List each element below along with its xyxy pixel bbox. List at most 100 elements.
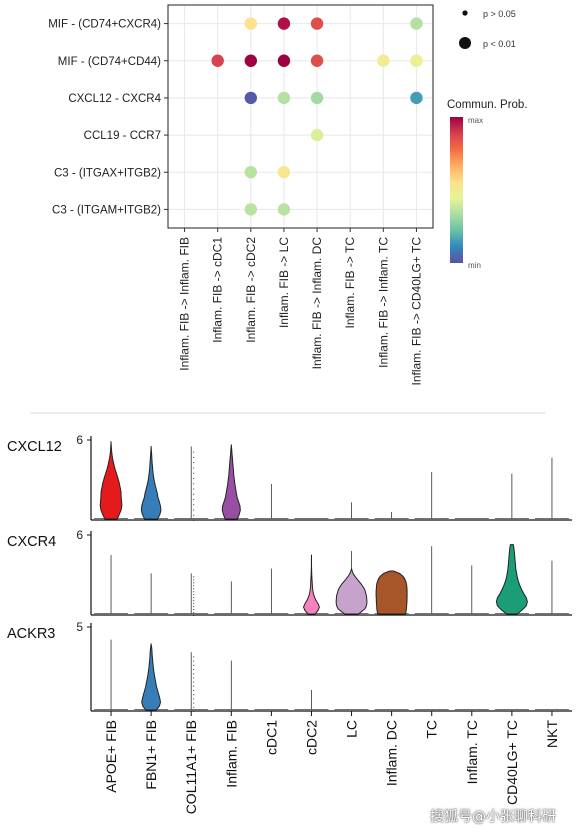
jitter-point [193, 690, 195, 691]
category-label: Inflam. TC [464, 720, 480, 784]
dot-plot-legend: p > 0.05 p < 0.01 Commun. Prob. max min [447, 9, 528, 270]
jitter-point [193, 467, 195, 469]
jitter-point [193, 669, 195, 670]
category-label: cDC2 [303, 720, 319, 755]
x-tick-label: Inflam. FIB -> Inflam. DC [310, 237, 324, 370]
violin-shape [303, 554, 320, 615]
jitter-point [193, 711, 195, 712]
y-tick-label: C3 - (ITGAM+ITGB2) [52, 204, 161, 216]
dot-plot-panel [168, 5, 433, 228]
violin-plot: 6 CXCL12 6 CXCR4 5 ACKR3 APOE+ FIB FBN1+ FIB COL… [7, 433, 572, 814]
y-tick-label: 6 [76, 528, 83, 542]
color-legend-title: Commun. Prob. [447, 99, 528, 111]
x-tick-label: Inflam. FIB -> cDC2 [244, 237, 258, 343]
dot-point [377, 54, 390, 67]
jitter-point [193, 685, 195, 687]
jitter-point [193, 514, 195, 516]
jitter-point [193, 698, 195, 700]
dot-point [310, 17, 324, 30]
y-tick-label: 5 [76, 620, 83, 634]
category-label: TC [424, 720, 440, 739]
category-label: cDC1 [263, 720, 279, 755]
x-tick-label: Inflam. FIB -> TC [343, 237, 357, 329]
gene-label: ACKR3 [7, 626, 55, 642]
jitter-point [193, 504, 195, 506]
jitter-point [193, 472, 195, 474]
category-label: FBN1+ FIB [143, 720, 159, 790]
jitter-point [193, 579, 195, 581]
violin-panel-cxcl12: 6 CXCL12 [7, 433, 572, 521]
violin-panel-cxcr4: 6 CXCR4 [7, 528, 572, 616]
jitter-point [193, 588, 195, 590]
size-legend-dot-large [459, 37, 471, 49]
category-label: NKT [544, 720, 560, 748]
y-tick-label: MIF - (CD74+CD44) [58, 56, 161, 68]
dot-point [244, 17, 258, 30]
jitter-point [193, 706, 195, 708]
x-tick-label: Inflam. FIB -> Inflam. TC [376, 237, 390, 368]
jitter-point [193, 702, 195, 704]
jitter-point [193, 673, 195, 675]
violin-panel-ackr3: 5 ACKR3 [7, 620, 572, 712]
dot-point [410, 54, 423, 67]
jitter-point [193, 483, 195, 485]
color-bar-min-label: min [468, 261, 481, 270]
jitter-point [193, 597, 195, 599]
jitter-point [193, 585, 195, 587]
y-tick-label: CCL19 - CCR7 [84, 130, 161, 142]
jitter-point [193, 582, 195, 584]
jitter-point [193, 609, 195, 611]
category-label: Inflam. DC [384, 720, 400, 786]
x-tick-label: Inflam. FIB -> cDC1 [211, 237, 225, 343]
dot-point [244, 203, 258, 216]
jitter-point [193, 456, 195, 458]
violin-shape [221, 444, 241, 520]
dot-point [277, 203, 291, 216]
category-label: COL11A1+ FIB [183, 720, 199, 814]
dot-point [310, 54, 324, 67]
y-tick-label: C3 - (ITGAX+ITGB2) [54, 167, 161, 179]
dot-point [310, 128, 324, 142]
jitter-point [193, 477, 195, 479]
category-label: LC [344, 720, 360, 738]
y-tick-label: CXCL12 - CXCR4 [68, 93, 161, 105]
jitter-point [193, 603, 195, 605]
jitter-point [193, 462, 195, 464]
category-label: CD40LG+ TC [504, 720, 520, 805]
dot-point [277, 17, 291, 30]
x-tick-label: Inflam. FIB -> Inflam. FIB [178, 237, 192, 371]
dot-point [211, 54, 224, 67]
violin-shape [495, 544, 528, 615]
violin-shape [375, 570, 408, 615]
jitter-point [193, 488, 195, 490]
color-bar-max-label: max [468, 116, 483, 125]
y-tick-label: 6 [76, 433, 83, 447]
violin-shape [141, 643, 161, 711]
y-tick-label: MIF - (CD74+CXCR4) [48, 19, 161, 31]
violin-shape [99, 441, 123, 520]
jitter-point [193, 660, 195, 662]
dot-point [244, 166, 258, 179]
jitter-point [193, 656, 195, 658]
dot-point [277, 91, 291, 105]
jitter-point [193, 681, 195, 683]
jitter-point [193, 576, 195, 578]
jitter-point [193, 594, 195, 596]
size-legend-label: p < 0.01 [483, 39, 516, 49]
category-label: APOE+ FIB [103, 720, 119, 793]
jitter-point [193, 606, 195, 608]
dot-point [277, 54, 291, 67]
jitter-point [193, 520, 195, 521]
gene-label: CXCR4 [7, 534, 56, 550]
dot-point [410, 91, 423, 105]
x-tick-label: Inflam. FIB -> LC [277, 237, 291, 328]
dot-plot-border [167, 4, 434, 229]
size-legend-label: p > 0.05 [483, 9, 516, 19]
dot-point [310, 91, 324, 105]
violin-shape [140, 445, 162, 520]
jitter-point [193, 509, 195, 511]
gene-label: CXCL12 [7, 439, 62, 455]
jitter-point [193, 498, 195, 500]
jitter-point [193, 612, 195, 614]
jitter-point [193, 677, 195, 679]
